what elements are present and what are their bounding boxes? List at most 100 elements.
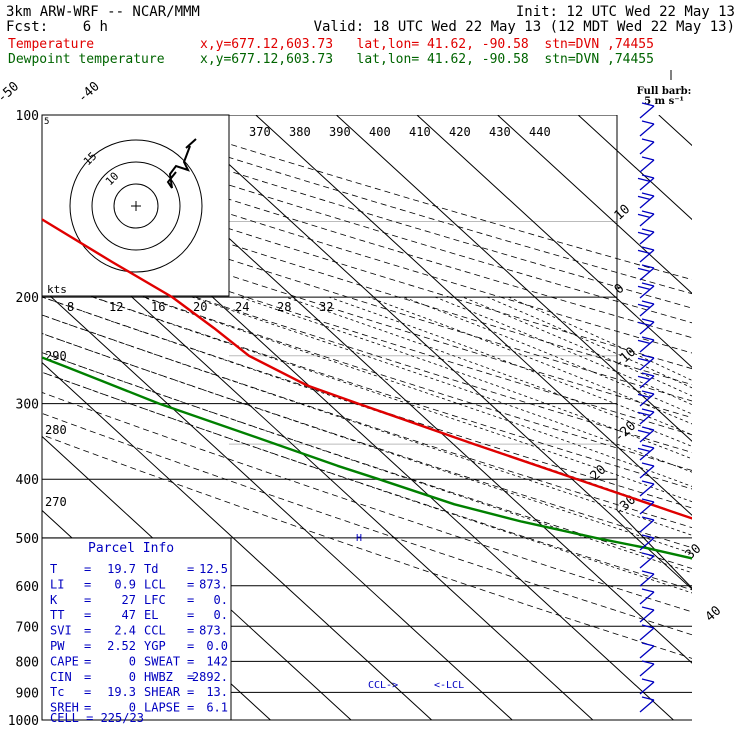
wind-barb-staff xyxy=(639,645,655,659)
wind-barb-staff xyxy=(639,141,655,155)
wind-barb-flag xyxy=(641,624,655,629)
hodograph-ring-inner xyxy=(113,183,159,229)
parcel-row-label: SREH xyxy=(50,701,79,715)
wind-barb-staff xyxy=(639,123,655,137)
pressure-label: 900 xyxy=(16,686,39,701)
parcel-row-eq2: = xyxy=(187,577,194,591)
parcel-row-eq2: = xyxy=(187,562,194,576)
parcel-row-eq: = xyxy=(84,654,91,668)
parcel-row-value: 2.52 xyxy=(107,639,136,653)
wind-barb xyxy=(639,156,655,173)
forecast-hours: 6 h xyxy=(83,19,108,35)
parcel-row-value: 0.9 xyxy=(114,577,136,591)
temperature-location: x,y=677.12,603.73 lat,lon= 41.62, -90.58… xyxy=(200,37,654,52)
parcel-row-eq2: = xyxy=(187,670,194,684)
wind-barb-staff xyxy=(639,213,655,227)
parcel-row-eq2: = xyxy=(187,701,194,715)
wind-barb xyxy=(637,192,655,209)
wind-barb-staff xyxy=(639,555,655,569)
parcel-row-value2: 0. xyxy=(214,593,228,607)
pressure-label: 400 xyxy=(16,473,39,488)
wind-barb xyxy=(639,624,655,641)
wind-barb xyxy=(639,660,655,677)
wind-barb xyxy=(637,426,655,443)
parcel-row-label2: SHEAR xyxy=(144,685,181,699)
wind-barb xyxy=(637,336,655,353)
wind-barb-staff xyxy=(639,105,655,119)
parcel-row-value: 0 xyxy=(129,701,136,715)
speed-axis-label: 20 xyxy=(193,300,207,314)
wind-barb-flag xyxy=(637,267,651,273)
wind-barb-flag xyxy=(637,177,651,183)
parcel-row-eq: = xyxy=(84,608,91,622)
speed-axis-label: 24 xyxy=(235,300,249,314)
parcel-info-rows: T = 19.7 Td = 12.5 LI = 0.9 LCL = 873. K = 27 LFC = 0. TT =… xyxy=(50,562,228,715)
wind-barb xyxy=(639,516,655,533)
parcel-row-value: 27 xyxy=(122,593,136,607)
wind-barb-flag xyxy=(637,339,651,345)
wind-barb xyxy=(639,534,655,551)
theta-e-label: 430 xyxy=(489,125,511,139)
parcel-row-label: K xyxy=(50,593,58,607)
parcel-info-box xyxy=(41,537,232,721)
wind-barb-staff xyxy=(639,537,655,551)
speed-axis-label: 32 xyxy=(319,300,333,314)
speed-axis-label: 28 xyxy=(277,300,291,314)
wind-barb-staff xyxy=(639,411,655,425)
forecast-label: Fcst: xyxy=(6,19,48,35)
wind-barb-flag xyxy=(641,318,655,323)
wind-barb-flag xyxy=(641,174,655,179)
parcel-row-label2: Td xyxy=(144,562,158,576)
wind-barb-staff xyxy=(639,429,655,443)
grid-lines xyxy=(42,115,692,720)
dry-adiabat xyxy=(42,213,692,419)
wind-barb xyxy=(639,696,655,713)
wind-barb-staff xyxy=(639,699,655,713)
isotherm-line xyxy=(577,115,692,221)
isotherm-line xyxy=(497,115,692,295)
parcel-row-value2: 2892. xyxy=(192,670,228,684)
wind-barb xyxy=(639,570,655,587)
pressure-label: 600 xyxy=(16,580,39,595)
pressure-label: 200 xyxy=(16,291,39,306)
parcel-row-eq: = xyxy=(84,639,91,653)
wind-barb xyxy=(637,300,655,317)
pressure-label: 700 xyxy=(16,620,39,635)
parcel-row-value: 47 xyxy=(122,608,136,622)
wind-barb-flag xyxy=(641,156,655,161)
dewpoint-legend: Dewpoint temperature xyxy=(8,52,165,67)
wind-barb-staff xyxy=(639,501,655,515)
hodograph-inset: 15 10 5 kts xyxy=(41,114,230,297)
isotherm-label: 20 xyxy=(588,462,610,484)
moist-adiabat xyxy=(42,371,692,594)
sounding-series xyxy=(42,218,692,560)
parcel-row-label: TT xyxy=(50,608,64,622)
wind-barb-flag xyxy=(637,357,651,363)
dry-adiabat xyxy=(42,412,692,636)
wind-barb-flag xyxy=(641,246,655,251)
speed-axis-label: 16 xyxy=(151,300,165,314)
moist-adiabat xyxy=(403,296,692,415)
pressure-label: 100 xyxy=(16,109,39,124)
wind-barb xyxy=(637,246,655,263)
parcel-row-value2: 142 xyxy=(206,654,228,668)
parcel-row-label2: LFC xyxy=(144,593,166,607)
init-time: Init: 12 UTC Wed 22 May 13 xyxy=(516,4,735,20)
dry-adiabat xyxy=(42,314,692,529)
wind-barb-flag xyxy=(637,195,651,201)
parcel-row-eq: = xyxy=(84,670,91,684)
moist-adiabat xyxy=(42,314,692,536)
wind-barb-flag xyxy=(641,390,655,395)
wind-barb xyxy=(639,606,655,623)
wind-barb-staff xyxy=(639,465,655,479)
theta-e-label: 370 xyxy=(249,125,271,139)
parcel-row-eq: = xyxy=(84,562,91,576)
moist-adiabat xyxy=(285,296,692,447)
parcel-row-value2: 873. xyxy=(199,577,228,591)
theta-e-label: 380 xyxy=(289,125,311,139)
valid-time: Valid: 18 UTC Wed 22 May 13 (12 MDT Wed … xyxy=(314,19,735,35)
wind-barb xyxy=(637,444,655,461)
wind-barb-staff xyxy=(639,357,655,371)
pressure-label: 800 xyxy=(16,655,39,670)
isotherm-line xyxy=(416,115,692,368)
